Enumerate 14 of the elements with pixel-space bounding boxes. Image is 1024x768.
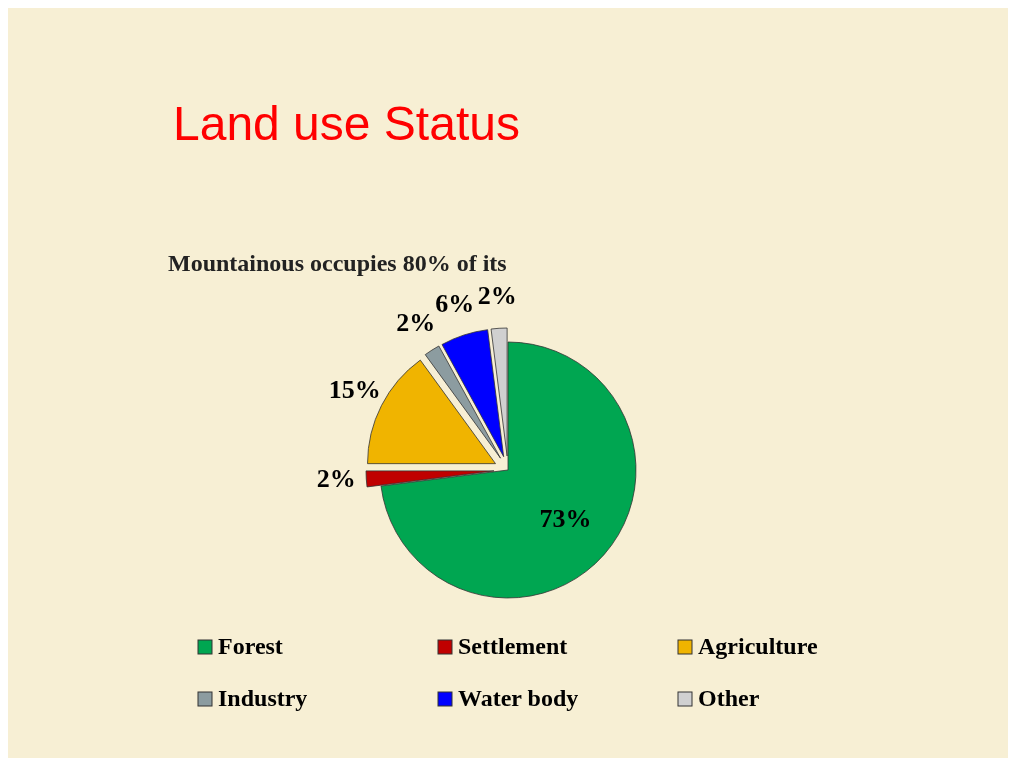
data-label: 15% [328, 374, 381, 404]
legend-label: Other [698, 684, 760, 711]
data-label: 6% [435, 289, 475, 319]
legend-label: Settlement [458, 632, 568, 659]
data-label: 2% [316, 463, 356, 493]
data-label: 73% [539, 503, 592, 533]
data-label: 2% [396, 307, 436, 337]
legend-label: Water body [458, 684, 579, 711]
chart-title: Land use Status [173, 97, 520, 150]
legend-label: Agriculture [698, 632, 818, 659]
legend-label: Forest [218, 632, 283, 659]
legend-label: Industry [218, 684, 308, 711]
data-label: 2% [477, 281, 517, 311]
chart-subtitle: Mountainous occupies 80% of its [168, 250, 507, 276]
